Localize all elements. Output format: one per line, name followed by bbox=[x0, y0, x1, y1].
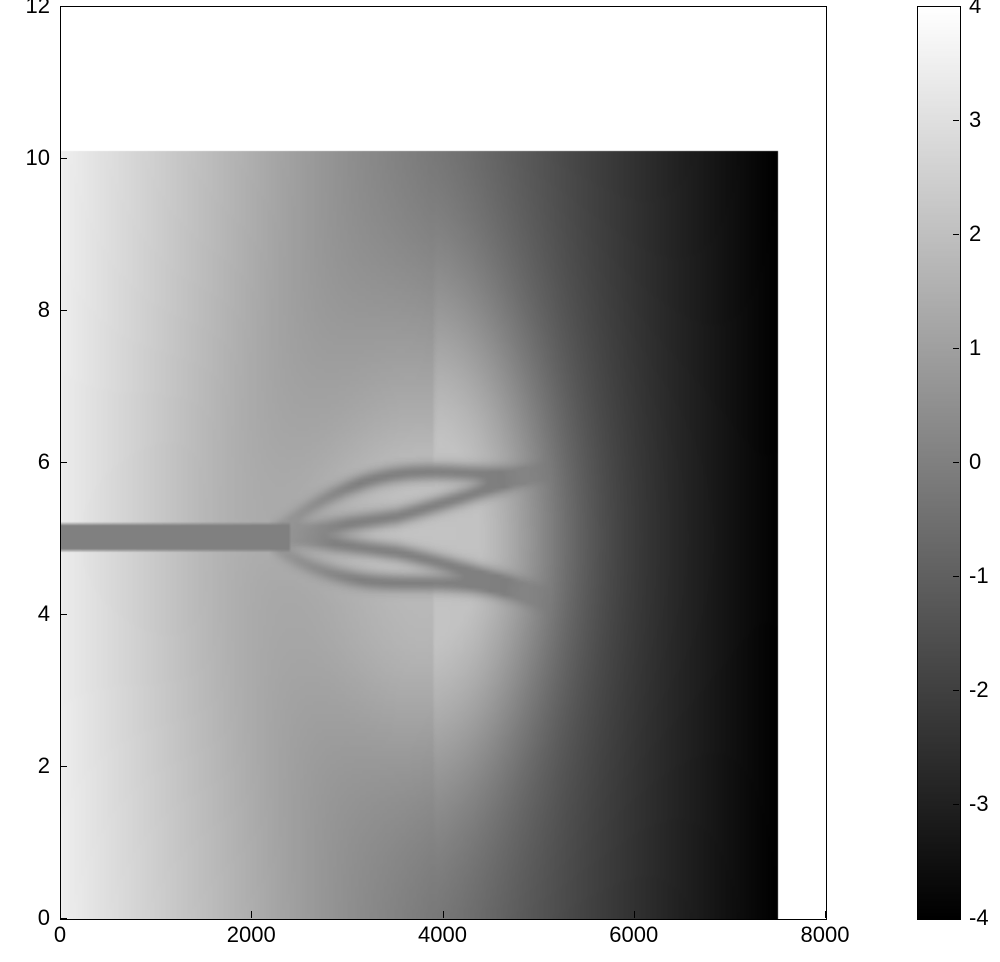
plot-area bbox=[60, 6, 827, 920]
x-tick-label: 0 bbox=[54, 922, 66, 948]
colorbar-tick bbox=[953, 234, 959, 235]
y-tick-label: 8 bbox=[38, 297, 50, 323]
y-tick-label: 10 bbox=[26, 145, 50, 171]
colorbar-tick-label: -1 bbox=[969, 563, 989, 589]
x-tick-label: 2000 bbox=[227, 922, 276, 948]
colorbar-tick-label: 2 bbox=[969, 221, 981, 247]
colorbar bbox=[917, 6, 961, 920]
y-tick-label: 12 bbox=[26, 0, 50, 19]
colorbar-canvas bbox=[918, 7, 960, 919]
y-tick-label: 2 bbox=[38, 753, 50, 779]
colorbar-tick bbox=[953, 348, 959, 349]
x-tick bbox=[443, 911, 444, 918]
x-tick bbox=[60, 911, 61, 918]
y-tick-label: 4 bbox=[38, 601, 50, 627]
x-tick-label: 4000 bbox=[418, 922, 467, 948]
y-tick bbox=[60, 310, 67, 311]
colorbar-tick bbox=[953, 6, 959, 7]
y-tick-label: 6 bbox=[38, 449, 50, 475]
colorbar-tick bbox=[953, 120, 959, 121]
colorbar-tick-label: -2 bbox=[969, 677, 989, 703]
colorbar-tick bbox=[953, 690, 959, 691]
x-tick bbox=[251, 911, 252, 918]
figure: 02000400060008000024681012-4-3-2-101234 bbox=[0, 0, 1000, 962]
y-tick bbox=[60, 766, 67, 767]
colorbar-tick bbox=[953, 804, 959, 805]
colorbar-tick bbox=[953, 576, 959, 577]
colorbar-tick-label: 0 bbox=[969, 449, 981, 475]
y-tick bbox=[60, 158, 67, 159]
colorbar-tick-label: 1 bbox=[969, 335, 981, 361]
x-tick-label: 8000 bbox=[801, 922, 850, 948]
x-tick-label: 6000 bbox=[609, 922, 658, 948]
colorbar-tick bbox=[953, 918, 959, 919]
colorbar-tick-label: -3 bbox=[969, 791, 989, 817]
y-tick bbox=[60, 462, 67, 463]
colorbar-tick-label: 3 bbox=[969, 107, 981, 133]
heatmap-canvas bbox=[61, 7, 826, 919]
x-tick bbox=[825, 911, 826, 918]
x-tick bbox=[634, 911, 635, 918]
colorbar-tick-label: -4 bbox=[969, 905, 989, 931]
y-tick bbox=[60, 918, 67, 919]
y-tick-label: 0 bbox=[38, 905, 50, 931]
y-tick bbox=[60, 6, 67, 7]
colorbar-tick bbox=[953, 462, 959, 463]
colorbar-tick-label: 4 bbox=[969, 0, 981, 19]
y-tick bbox=[60, 614, 67, 615]
